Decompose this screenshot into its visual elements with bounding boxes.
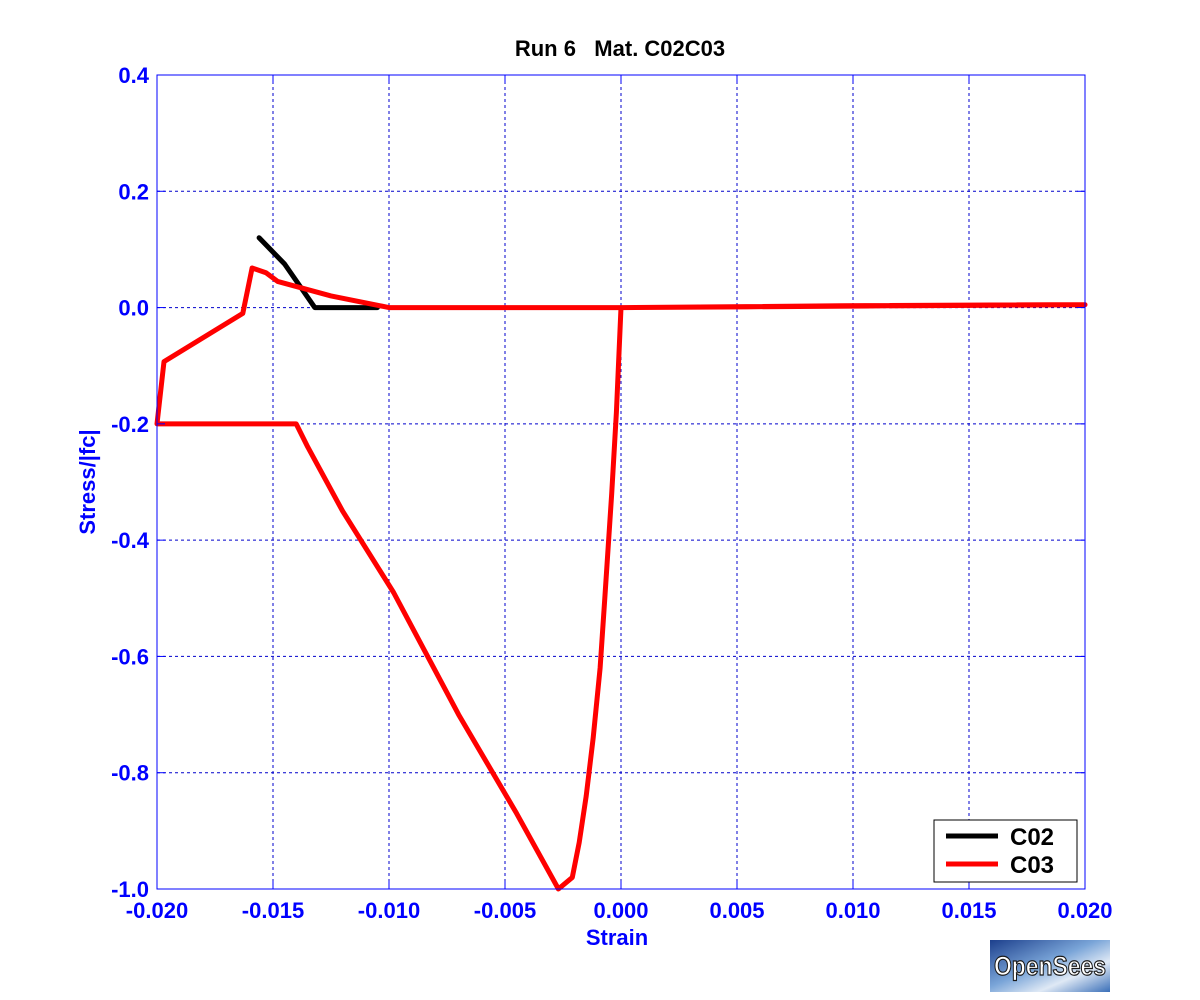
y-tick-label: -0.8 bbox=[111, 761, 149, 786]
x-axis-label: Strain bbox=[586, 925, 648, 950]
x-tick-label: 0.005 bbox=[709, 898, 764, 923]
x-axis-ticks: -0.020 -0.015 -0.010 -0.005 0.000 0.005 0.010 0… bbox=[126, 75, 1113, 923]
y-tick-label: 0.0 bbox=[118, 296, 149, 321]
legend-label-c03: C03 bbox=[1010, 852, 1054, 879]
y-axis-ticks: 0.4 0.2 0.0 -0.2 -0.4 -0.6 -0.8 -1.0 bbox=[111, 63, 1085, 902]
opensees-logo: OpenSees bbox=[990, 940, 1110, 992]
logo-text: OpenSees bbox=[994, 951, 1106, 981]
y-tick-label: 0.2 bbox=[118, 179, 149, 204]
x-tick-label: -0.020 bbox=[126, 898, 188, 923]
legend: C02 C03 bbox=[933, 819, 1078, 883]
y-tick-label: -1.0 bbox=[111, 877, 149, 902]
logo-background bbox=[990, 940, 1110, 992]
x-tick-label: 0.000 bbox=[593, 898, 648, 923]
x-tick-label: -0.010 bbox=[358, 898, 420, 923]
y-axis-label: Stress/|fc| bbox=[75, 429, 100, 534]
y-tick-label: 0.4 bbox=[118, 63, 149, 88]
x-tick-label: 0.020 bbox=[1057, 898, 1112, 923]
chart-title: Run 6 Mat. C02C03 bbox=[515, 36, 725, 61]
x-tick-label: -0.015 bbox=[242, 898, 304, 923]
y-tick-label: -0.6 bbox=[111, 644, 149, 669]
y-tick-label: -0.2 bbox=[111, 412, 149, 437]
x-tick-label: 0.010 bbox=[825, 898, 880, 923]
legend-label-c02: C02 bbox=[1010, 824, 1054, 851]
x-tick-label: -0.005 bbox=[474, 898, 536, 923]
y-tick-label: -0.4 bbox=[111, 528, 150, 553]
series-line-c03 bbox=[154, 265, 1088, 892]
series-layer bbox=[154, 235, 1088, 892]
legend-box bbox=[933, 819, 1078, 883]
x-tick-label: 0.015 bbox=[941, 898, 996, 923]
